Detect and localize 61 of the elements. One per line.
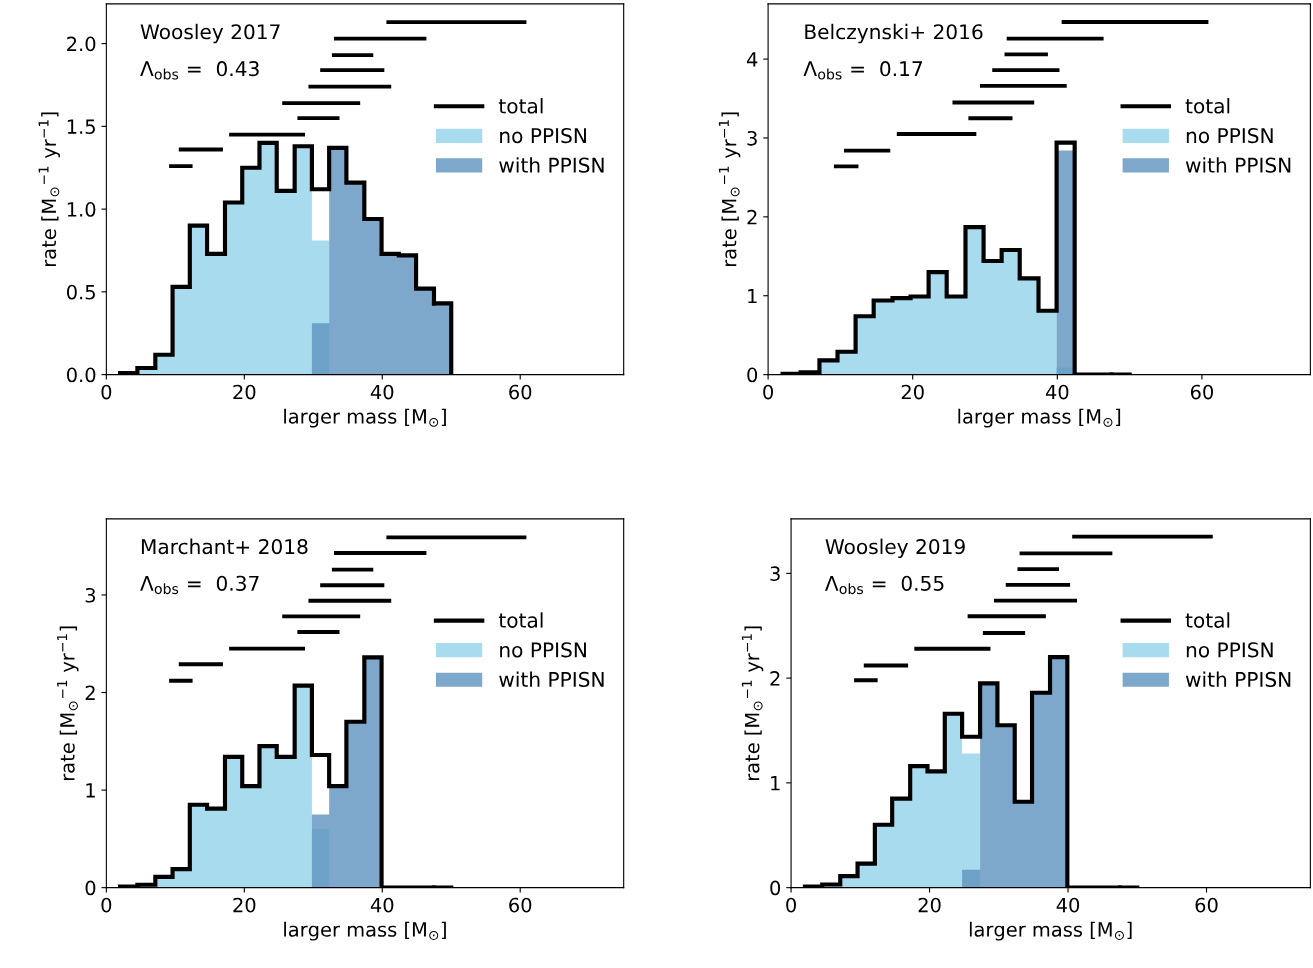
x-tick-label: 60 — [1195, 897, 1218, 913]
y-tick-label: 3 — [770, 566, 780, 581]
legend-label: total — [1185, 612, 1230, 628]
legend-label: no PPISN — [1186, 127, 1273, 144]
y-tick-label: 2 — [770, 671, 780, 686]
y-tick-label: 1 — [771, 776, 780, 791]
x-tick-label: 20 — [233, 384, 256, 400]
y-tick-label: 1 — [748, 288, 757, 304]
x-tick-label: 40 — [1056, 897, 1080, 913]
x-tick-label: 20 — [901, 384, 924, 400]
x-tick-label: 20 — [918, 897, 941, 913]
x-tick-label: 40 — [370, 384, 394, 400]
legend-label: with PPISN — [499, 157, 604, 173]
annotation: Λ$_{obs}$ = 0.37 — [140, 575, 259, 595]
legend-label: with PPISN — [1185, 671, 1291, 688]
x-tick-label: 0 — [101, 897, 112, 913]
x-tick-label: 40 — [1045, 384, 1069, 400]
legend-label: total — [498, 98, 543, 114]
legend-label: no PPISN — [500, 127, 586, 144]
text: Woosley 2019 — [825, 538, 965, 559]
y-tick-label: 0 — [747, 367, 758, 383]
x-tick-label: 60 — [1190, 384, 1213, 400]
y-axis-title: rate [M$_{⊙}$$^{−1}$ yr$^{−1}$] — [57, 626, 79, 781]
y-tick-label: 0.0 — [66, 367, 96, 383]
y-tick-label: 0 — [85, 880, 96, 896]
x-axis-title: larger mass [M$_{⊙}$] — [284, 921, 446, 941]
y-axis-title: rate [M$_{⊙}$$^{−1}$ yr$^{−1}$] — [38, 112, 60, 267]
y-axis-title: rate [M$_{⊙}$$^{−1}$ yr$^{−1}$] — [741, 626, 764, 781]
legend-label: no PPISN — [1186, 642, 1273, 658]
legend-label: with PPISN — [1185, 157, 1291, 173]
legend-label: with PPISN — [499, 671, 604, 688]
legend-label: total — [1185, 98, 1230, 114]
x-axis-title: larger mass [M$_{⊙}$] — [284, 408, 446, 428]
y-tick-label: 4 — [746, 52, 758, 67]
x-axis-title: larger mass [M$_{⊙}$] — [969, 921, 1132, 941]
annotation: Λ$_{obs}$ = 0.17 — [803, 61, 922, 80]
annotation: Λ$_{obs}$ = 0.55 — [824, 575, 944, 595]
annotation: Λ$_{obs}$ = 0.43 — [140, 61, 259, 80]
text: Belczynski+ 2016 — [805, 23, 983, 44]
y-tick-label: 3 — [747, 130, 757, 146]
x-tick-label: 60 — [509, 897, 532, 913]
y-tick-label: 1.0 — [67, 202, 96, 217]
x-tick-label: 0 — [101, 384, 112, 400]
text: Woosley 2017 — [140, 23, 280, 44]
y-tick-label: 2 — [747, 209, 757, 225]
x-tick-label: 40 — [370, 897, 394, 913]
x-tick-label: 0 — [786, 897, 796, 913]
x-tick-label: 60 — [509, 384, 532, 400]
y-tick-label: 3 — [85, 587, 96, 603]
legend-label: total — [498, 612, 543, 628]
y-tick-label: 1.5 — [67, 119, 95, 135]
x-tick-label: 20 — [233, 897, 256, 913]
y-axis-title: rate [M$_{⊙}$$^{−1}$ yr$^{−1}$] — [718, 112, 741, 267]
y-tick-label: 0.5 — [66, 284, 95, 300]
legend-label: no PPISN — [500, 642, 586, 658]
x-axis-title: larger mass [M$_{⊙}$] — [958, 408, 1121, 428]
text: Marchant+ 2018 — [141, 538, 308, 555]
y-tick-label: 0 — [770, 880, 781, 896]
y-tick-label: 1 — [86, 783, 95, 798]
y-tick-label: 2 — [85, 685, 95, 700]
y-tick-label: 2.0 — [67, 36, 96, 52]
